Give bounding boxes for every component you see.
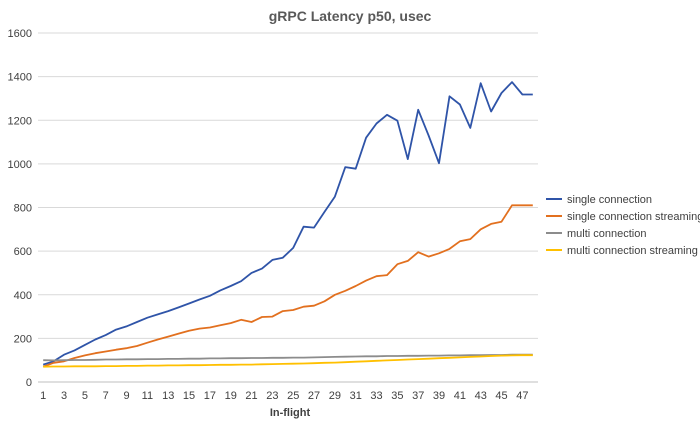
- series-lines: [42, 81, 533, 368]
- x-tick-label: 7: [103, 390, 109, 402]
- series-line-multi-connection: [43, 353, 533, 362]
- y-tick-label: 200: [14, 333, 32, 345]
- x-tick-label: 47: [516, 390, 528, 402]
- x-tick-label: 29: [329, 390, 341, 402]
- x-tick-label: 13: [162, 390, 174, 402]
- x-tick-label: 37: [412, 390, 424, 402]
- legend: single connection single connection strea…: [546, 194, 700, 257]
- x-tick-label: 39: [433, 390, 445, 402]
- x-tick-label: 3: [61, 390, 67, 402]
- x-tick-label: 15: [183, 390, 195, 402]
- x-tick-label: 17: [204, 390, 216, 402]
- y-tick-label: 1600: [8, 28, 32, 40]
- y-tick-label: 1200: [8, 115, 32, 127]
- x-tick-label: 33: [370, 390, 382, 402]
- x-tick-label: 1: [40, 390, 46, 402]
- x-tick-label: 5: [82, 390, 88, 402]
- x-tick-label: 43: [475, 390, 487, 402]
- x-tick-label: 31: [350, 390, 362, 402]
- x-tick-label: 21: [245, 390, 257, 402]
- series-line-single-connection: [42, 81, 533, 366]
- y-tick-label: 800: [14, 203, 32, 215]
- y-tick-label: 600: [14, 246, 32, 258]
- x-tick-label: 9: [123, 390, 129, 402]
- x-tick-label: 25: [287, 390, 299, 402]
- x-tick-label: 45: [495, 390, 507, 402]
- x-tick-label: 27: [308, 390, 320, 402]
- x-tick-labels: 1 3 5 7 9 11 13 15 17 19 21 23 25 27 29 31 33 35 37 39 41 43 4…: [40, 390, 528, 402]
- x-tick-label: 11: [142, 390, 153, 402]
- x-tick-label: 23: [266, 390, 278, 402]
- legend-entry-label: multi connection: [567, 228, 647, 240]
- x-tick-label: 19: [225, 390, 237, 402]
- legend-entry-label: single connection: [567, 194, 652, 206]
- series-line-single-connection-streaming: [42, 204, 533, 368]
- x-tick-label: 35: [391, 390, 403, 402]
- x-tick-label: 41: [454, 390, 466, 402]
- legend-entry-label: single connection streaming: [567, 211, 700, 223]
- y-tick-label: 0: [26, 377, 32, 389]
- chart-title: gRPC Latency p50, usec: [269, 8, 432, 24]
- y-tick-label: 1400: [8, 72, 32, 84]
- y-tick-label: 400: [14, 290, 32, 302]
- gridlines: [38, 32, 538, 383]
- x-axis-label: In-flight: [270, 407, 311, 419]
- series-line-multi-connection-streaming: [43, 354, 533, 368]
- y-tick-label: 1000: [8, 159, 32, 171]
- legend-entry-label: multi connection streaming: [567, 245, 698, 257]
- y-tick-labels: 0 200 400 600 800 1000 1200 1400 1600: [8, 28, 32, 389]
